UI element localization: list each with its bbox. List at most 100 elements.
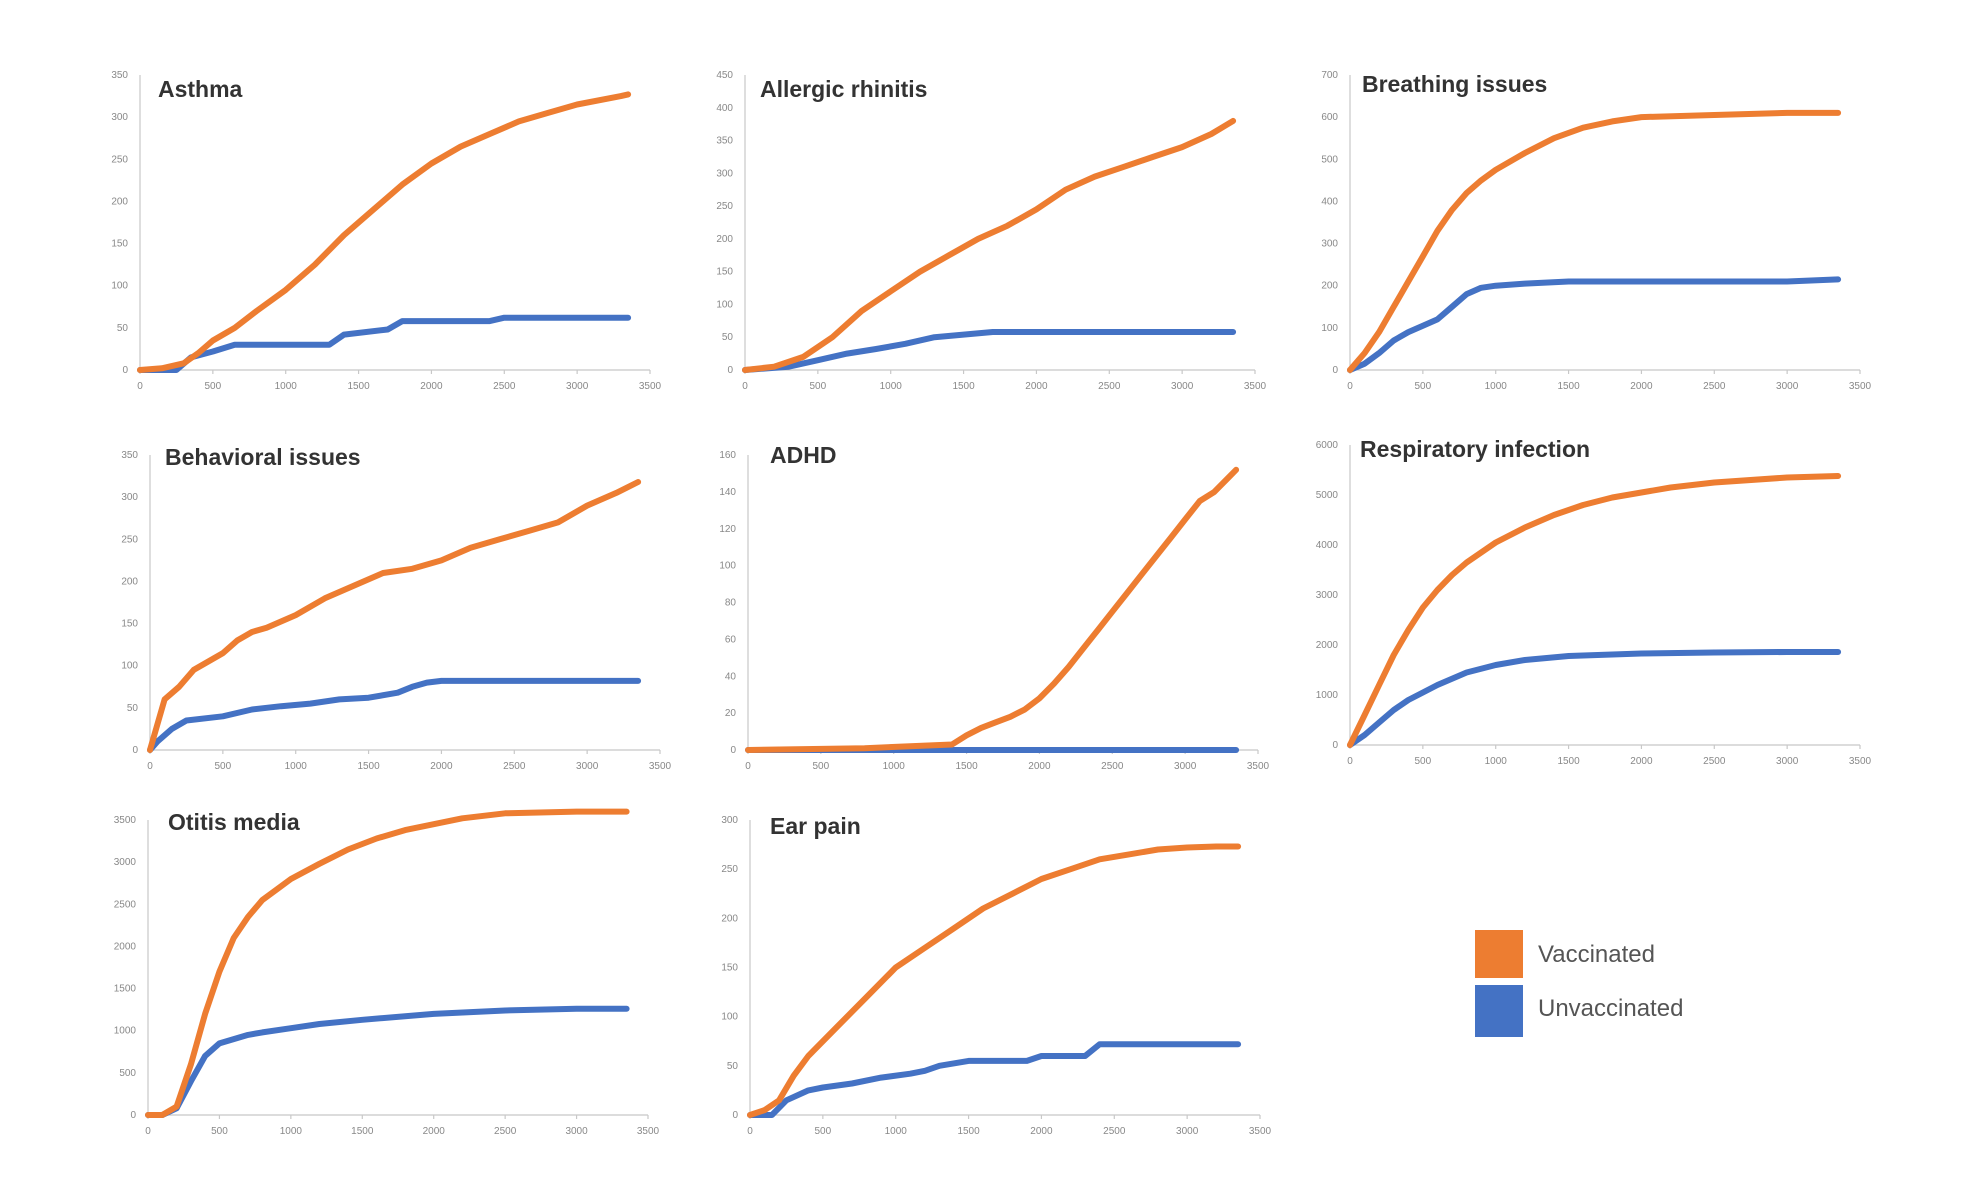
series-line-vaccinated [1347, 473, 1842, 748]
chart-title: Otitis media [168, 809, 300, 835]
y-tick-label: 50 [722, 332, 734, 343]
chart-breathing-issues: 0 100 200 300 400 500 600 700 0 500 1000 1500 2000 25… [1321, 70, 1871, 392]
y-tick-label: 0 [1332, 740, 1338, 751]
x-tick-label: 500 [205, 381, 222, 392]
x-tick-label: 2500 [1103, 1126, 1126, 1137]
legend: Vaccinated Unvaccinated [1475, 930, 1683, 1037]
x-tick-label: 0 [745, 761, 751, 772]
x-tick-label: 2000 [423, 1126, 446, 1137]
x-tick-label: 3000 [565, 1126, 588, 1137]
x-tick-label: 2000 [1030, 1126, 1053, 1137]
y-tick-label: 1000 [1316, 690, 1339, 701]
x-tick-label: 3500 [1249, 1126, 1272, 1137]
x-tick-label: 500 [1415, 381, 1432, 392]
x-tick-label: 2500 [494, 1126, 517, 1137]
x-tick-label: 0 [147, 761, 153, 772]
x-tick-label: 1000 [1485, 381, 1508, 392]
chart-title: ADHD [770, 442, 836, 468]
y-tick-label: 200 [1321, 281, 1338, 292]
y-tick-label: 2500 [114, 899, 137, 910]
y-tick-label: 50 [727, 1061, 739, 1072]
x-tick-label: 1500 [1557, 381, 1580, 392]
x-tick-label: 3000 [1776, 756, 1799, 767]
chart-title: Asthma [158, 76, 243, 102]
chart-title: Breathing issues [1362, 71, 1547, 97]
legend-swatch-vaccinated [1475, 930, 1523, 978]
series-line-unvaccinated [145, 1005, 630, 1118]
y-tick-label: 120 [719, 524, 736, 535]
series-line-vaccinated [145, 808, 630, 1118]
x-tick-label: 2000 [1630, 756, 1653, 767]
y-tick-label: 3000 [1316, 590, 1339, 601]
y-tick-label: 150 [111, 239, 128, 250]
x-tick-label: 1500 [952, 381, 975, 392]
x-tick-label: 2000 [420, 381, 443, 392]
y-tick-label: 100 [721, 1012, 738, 1023]
x-tick-label: 2500 [1703, 756, 1726, 767]
y-tick-label: 150 [721, 963, 738, 974]
x-tick-label: 3000 [1174, 761, 1197, 772]
chart-otitis-media: 0 500 1000 1500 2000 2500 3000 3500 0 500 1000 1500… [114, 808, 660, 1137]
y-tick-label: 200 [111, 196, 128, 207]
series-line-vaccinated [747, 843, 1242, 1118]
y-tick-label: 2000 [1316, 640, 1339, 651]
x-tick-label: 1500 [347, 381, 370, 392]
x-tick-label: 2500 [503, 761, 526, 772]
chart-title: Behavioral issues [165, 444, 361, 470]
x-tick-label: 1000 [883, 761, 906, 772]
x-tick-label: 2000 [1028, 761, 1051, 772]
y-tick-label: 50 [127, 703, 139, 714]
x-tick-label: 0 [1347, 756, 1353, 767]
chart-allergic-rhinitis: 0 50 100 150 200 250 300 350 400 450 0 500 1000 1500 2… [716, 70, 1266, 392]
y-tick-label: 4000 [1316, 540, 1339, 551]
y-tick-label: 350 [111, 70, 128, 81]
x-tick-label: 500 [211, 1126, 228, 1137]
x-tick-label: 1000 [1485, 756, 1508, 767]
x-tick-label: 500 [1415, 756, 1432, 767]
y-tick-label: 1500 [114, 984, 137, 995]
y-tick-label: 200 [121, 576, 138, 587]
y-tick-label: 300 [1321, 239, 1338, 250]
x-tick-label: 2000 [1630, 381, 1653, 392]
chart-title: Ear pain [770, 813, 861, 839]
x-tick-label: 1500 [1557, 756, 1580, 767]
y-tick-label: 400 [716, 103, 733, 114]
y-tick-label: 150 [716, 267, 733, 278]
y-tick-label: 300 [111, 112, 128, 123]
y-tick-label: 700 [1321, 70, 1338, 81]
series-line-unvaccinated [742, 329, 1237, 373]
series-line-vaccinated [137, 91, 632, 373]
x-tick-label: 3500 [637, 1126, 660, 1137]
x-tick-label: 2000 [1025, 381, 1048, 392]
y-tick-label: 300 [716, 168, 733, 179]
y-tick-label: 200 [721, 913, 738, 924]
y-tick-label: 100 [716, 299, 733, 310]
x-tick-label: 2000 [430, 761, 453, 772]
y-tick-label: 200 [716, 234, 733, 245]
legend-label-unvaccinated: Unvaccinated [1538, 995, 1683, 1022]
series-line-vaccinated [742, 117, 1237, 373]
y-tick-label: 0 [130, 1110, 136, 1121]
x-tick-label: 0 [742, 381, 748, 392]
y-tick-label: 350 [121, 450, 138, 461]
x-tick-label: 3500 [1849, 381, 1872, 392]
x-tick-label: 0 [747, 1126, 753, 1137]
y-tick-label: 20 [725, 708, 737, 719]
y-tick-label: 250 [111, 154, 128, 165]
x-tick-label: 500 [215, 761, 232, 772]
series-line-vaccinated [147, 479, 642, 753]
series-line-vaccinated [1347, 109, 1842, 373]
series-line-unvaccinated [1347, 276, 1842, 373]
y-tick-label: 300 [721, 815, 738, 826]
series-line-vaccinated [745, 466, 1240, 753]
legend-label-vaccinated: Vaccinated [1538, 941, 1655, 968]
series-line-unvaccinated [1347, 649, 1842, 748]
y-tick-label: 5000 [1316, 490, 1339, 501]
chart-adhd: 0 20 40 60 80 100 120 140 160 0 500 1000 1500 2000 250… [719, 442, 1269, 772]
chart-title: Allergic rhinitis [760, 76, 927, 102]
